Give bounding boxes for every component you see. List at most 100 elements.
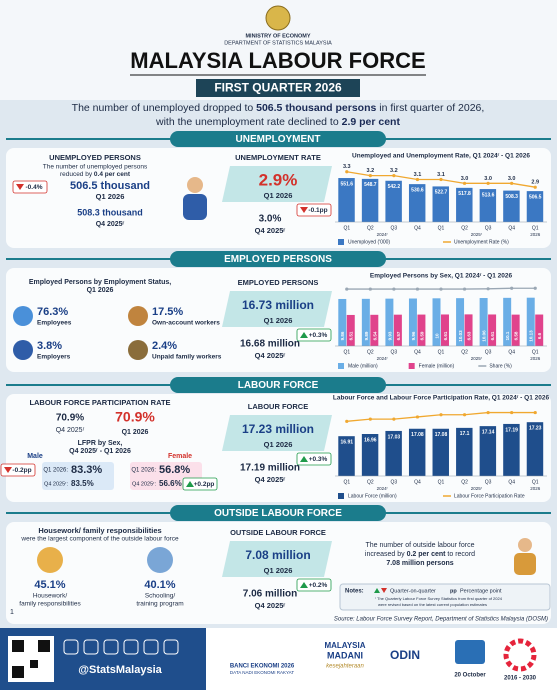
bar-label: 17.1 <box>460 431 470 437</box>
legend-label: Unemployed ('000) <box>348 239 390 245</box>
date-logo <box>455 640 485 664</box>
line-point <box>462 181 467 185</box>
bar-label: 10.06 <box>482 330 487 342</box>
legend-swatch <box>338 493 344 499</box>
change-arrow <box>16 184 24 190</box>
social-icon[interactable] <box>63 639 79 655</box>
line-point <box>368 417 372 421</box>
bar-label: 517.8 <box>458 191 471 197</box>
x-tick-label: Q4 <box>508 479 515 485</box>
person-icon <box>518 538 532 552</box>
label: kesejahteraan <box>326 664 364 670</box>
label: 20 October <box>454 673 486 679</box>
line-point <box>510 286 514 290</box>
bar-label: 522.7 <box>435 190 448 196</box>
previous-period: Q4 2025ʳ <box>255 351 286 360</box>
bar <box>385 430 402 476</box>
x-tick-label: Q4 <box>508 349 515 355</box>
bar <box>408 298 417 346</box>
sdg-wheel <box>503 638 537 672</box>
label: UNEMPLOYED PERSONS <box>49 153 141 162</box>
line-point <box>368 174 372 178</box>
x-tick-label: Q1 <box>438 349 445 355</box>
chart-title: Employed Persons by Sex, Q1 2024ʳ - Q1 2… <box>370 273 513 280</box>
label: Q4 2025ʳ: <box>44 480 68 487</box>
bar <box>503 423 520 476</box>
bar-label: 17.08 <box>411 432 424 438</box>
line-label: 2.9 <box>531 180 539 186</box>
up-icon <box>374 588 380 593</box>
bar-label: 542.2 <box>388 184 401 190</box>
crest <box>265 5 291 31</box>
line-point <box>439 413 443 417</box>
bar-label: 6.6 <box>537 332 542 339</box>
label: Q1 2026 <box>96 192 125 201</box>
label: Q1 2026 <box>122 429 149 436</box>
bar <box>408 428 426 476</box>
label: 3.8% <box>37 340 62 352</box>
label: LABOUR FORCE PARTICIPATION RATE <box>29 398 170 407</box>
bar <box>479 298 488 346</box>
social-icon[interactable] <box>123 639 139 655</box>
bar-label: 6.54 <box>372 331 377 340</box>
previous-value: 16.68 million <box>240 339 300 350</box>
bar-label: 508.3 <box>505 194 518 200</box>
label: 45.1% <box>34 579 65 591</box>
label: 2.4% <box>152 340 177 352</box>
bar <box>511 314 520 346</box>
line-label: 3.0 <box>484 176 492 182</box>
line-point <box>345 170 349 174</box>
line-point <box>392 417 396 421</box>
bar-label: 10.13 <box>529 330 534 342</box>
text-segment: to record <box>445 551 475 558</box>
label: Q4 2025ʳ - Q1 2026 <box>69 448 131 455</box>
label: Own-account workers <box>152 320 220 327</box>
text-segment: reduced by <box>60 171 94 178</box>
label: Q4 2025ʳ <box>96 221 125 228</box>
label: MINISTRY OF ECONOMY <box>245 33 310 39</box>
label: ODIN <box>390 648 420 662</box>
change-value: -0.4% <box>26 184 43 191</box>
bar-label: 513.6 <box>482 192 495 198</box>
bar <box>432 428 449 476</box>
label: 76.3% <box>37 306 68 318</box>
bar <box>503 297 512 346</box>
section-header <box>170 131 386 147</box>
label: Percentage point <box>460 588 502 594</box>
line-point <box>368 287 372 291</box>
bar-label: 506.5 <box>529 194 542 200</box>
bar <box>346 314 355 346</box>
bar <box>361 434 379 476</box>
social-icon[interactable] <box>163 639 179 655</box>
bar <box>361 298 370 346</box>
text-segment: 0.4 per cent <box>94 171 131 178</box>
lfpr-box <box>42 462 114 490</box>
group-label: 2026 <box>530 356 541 361</box>
change-arrow <box>300 207 308 213</box>
line-point <box>415 287 420 291</box>
text-segment: 0.2 per cent <box>407 551 447 558</box>
change-value: +0.3% <box>309 332 328 339</box>
line-point <box>486 181 490 185</box>
label: LFPR by Sex, <box>78 440 123 447</box>
bar-label: 9.89 <box>364 331 369 340</box>
label: Quarter-on-quarter <box>390 588 436 594</box>
bar-label: 6.61 <box>443 331 448 340</box>
social-icon[interactable] <box>83 639 99 655</box>
x-tick-label: Q1 <box>343 349 350 355</box>
headline: with the unemployment rate declined to 2… <box>155 116 400 128</box>
bar-label: 9.96 <box>411 331 416 340</box>
group-label: 2025ʳ <box>471 356 482 361</box>
change-arrow <box>300 456 308 462</box>
legend-swatch <box>408 363 415 369</box>
legend-label: Share (%) <box>489 363 512 369</box>
social-icon[interactable] <box>103 639 119 655</box>
social-icon[interactable] <box>143 639 159 655</box>
bar-label: 6.51 <box>349 331 354 340</box>
section-header <box>170 377 386 393</box>
label: 506.5 thousand <box>70 180 150 192</box>
bar <box>441 314 449 346</box>
period: FIRST QUARTER 2026 <box>214 81 342 95</box>
panel-heading: LABOUR FORCE <box>248 402 308 411</box>
x-tick-label: Q1 <box>532 479 539 485</box>
